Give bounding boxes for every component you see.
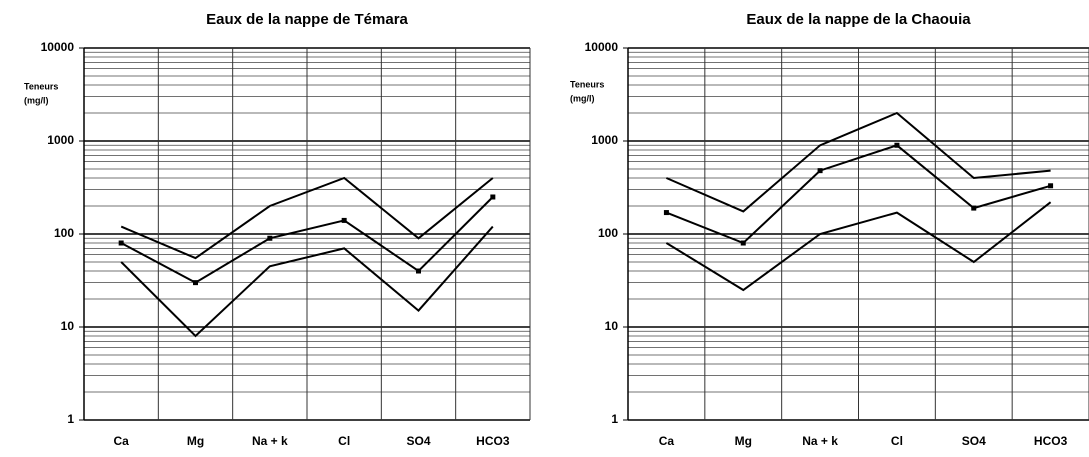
y-axis-label: (mg/l) [24,95,49,105]
y-tick-label: 1000 [47,133,74,147]
y-tick-label: 1 [67,412,74,426]
series-line [120,225,494,338]
y-tick-label: 10 [605,319,619,333]
series-line [666,111,1051,213]
y-axis-label: Teneurs [24,81,58,91]
x-tick-label: Cl [338,434,350,448]
point-marker [663,210,669,216]
series-line [666,144,1051,245]
x-tick-label: SO4 [406,434,430,448]
y-axis-label: Teneurs [570,79,604,89]
x-tick-label: SO4 [962,434,986,448]
y-tick-label: 10000 [585,40,619,54]
point-marker [894,142,900,148]
point-marker [740,240,746,246]
point-marker [416,268,421,274]
point-marker [490,194,496,200]
y-tick-label: 1000 [591,133,618,147]
point-marker [817,168,823,174]
y-tick-label: 10000 [41,40,75,54]
series-line [120,196,494,284]
x-tick-label: Cl [891,434,903,448]
point-marker [1048,183,1054,189]
point-marker [341,217,347,223]
series-line [665,201,1052,292]
x-tick-label: Ca [113,434,129,448]
point-marker [118,240,124,246]
chart-title: Eaux de la nappe de la Chaouia [746,11,971,28]
x-tick-label: Mg [735,434,752,448]
series-line [120,176,494,260]
chart-title: Eaux de la nappe de Témara [206,11,408,28]
x-tick-label: HCO3 [1034,434,1068,448]
x-tick-label: Mg [187,434,204,448]
x-tick-label: Na + k [252,434,288,448]
y-tick-label: 1 [611,412,618,426]
point-marker [971,205,977,211]
y-tick-label: 100 [54,226,74,240]
x-tick-label: HCO3 [476,434,510,448]
point-marker [193,280,198,286]
y-tick-label: 100 [598,226,618,240]
point-marker [267,235,273,241]
y-tick-label: 10 [61,319,75,333]
y-axis-label: (mg/l) [570,93,595,103]
x-tick-label: Na + k [802,434,838,448]
x-tick-label: Ca [659,434,675,448]
